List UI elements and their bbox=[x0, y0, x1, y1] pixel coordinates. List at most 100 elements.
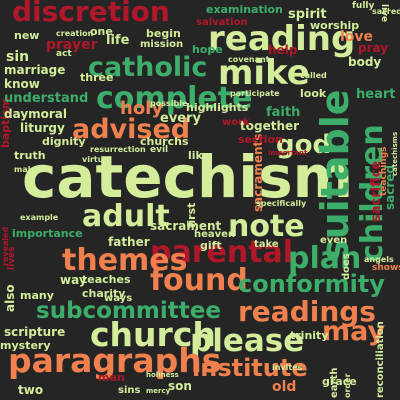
word-churchs: churchs bbox=[140, 135, 189, 148]
word-possible: possible bbox=[150, 99, 188, 108]
word-catechisms: catechisms bbox=[391, 131, 399, 176]
word-earth: earth bbox=[329, 367, 340, 398]
word-parental: parental bbox=[150, 235, 294, 270]
word-discretion: discretion bbox=[12, 0, 170, 28]
word-liturgy: liturgy bbox=[20, 121, 65, 135]
word-mercy: mercy bbox=[146, 387, 171, 395]
word-conformity: conformity bbox=[238, 270, 385, 298]
word-creation: creation bbox=[56, 29, 94, 38]
word-two: two bbox=[18, 383, 44, 397]
word-sacrament: sacrament bbox=[150, 219, 222, 233]
word-also: also bbox=[3, 284, 17, 312]
word-virtue: virtue bbox=[82, 155, 109, 164]
word-teachings: teachings bbox=[379, 146, 389, 196]
word-many: many bbox=[20, 289, 54, 302]
word-take: take bbox=[254, 239, 279, 250]
word-teaches: teaches bbox=[82, 273, 131, 286]
word-help: help bbox=[268, 43, 298, 57]
word-catechism: catechism bbox=[22, 143, 354, 211]
word-dignity: dignity bbox=[42, 135, 86, 148]
word-may: may bbox=[322, 316, 386, 347]
word-holy: holy bbox=[120, 98, 164, 119]
word-love: love bbox=[340, 29, 374, 45]
word-importance: importance bbox=[12, 227, 83, 240]
word-body: body bbox=[348, 55, 382, 69]
word-advised: advised bbox=[72, 114, 191, 145]
word-son: son bbox=[168, 379, 192, 393]
word-faith: faith bbox=[266, 105, 301, 120]
word-sins: sins bbox=[118, 385, 141, 396]
word-work: work bbox=[222, 117, 250, 128]
word-worship: worship bbox=[310, 19, 360, 32]
word-new: new bbox=[14, 29, 40, 42]
word-mystery: mystery bbox=[0, 339, 51, 352]
word-holiness: holiness bbox=[146, 371, 179, 379]
word-begin: begin bbox=[146, 27, 181, 40]
word-way: way bbox=[60, 273, 87, 287]
word-one: one bbox=[90, 25, 113, 38]
word-prayer: prayer bbox=[46, 37, 98, 53]
word-salvation: salvation bbox=[196, 17, 248, 28]
word-readings: readings bbox=[238, 295, 376, 328]
word-man: man bbox=[98, 371, 125, 384]
word-highlights: highlights bbox=[186, 101, 249, 114]
word-themes: themes bbox=[62, 243, 188, 278]
word-examination: examination bbox=[206, 3, 283, 16]
word-makes: makes bbox=[14, 165, 44, 174]
word-note: note bbox=[228, 209, 305, 244]
word-mike: mike bbox=[218, 53, 310, 93]
word-charity: charity bbox=[82, 287, 126, 300]
word-example: example bbox=[20, 213, 59, 222]
word-gift: gift bbox=[200, 239, 222, 252]
word-called: called bbox=[300, 71, 327, 80]
word-resurrection: resurrection bbox=[90, 145, 146, 154]
word-together: together bbox=[240, 119, 300, 133]
word-adult: adult bbox=[82, 199, 170, 234]
word-complete: complete bbox=[96, 81, 253, 116]
word-participate: participate bbox=[230, 89, 280, 98]
word-first: first bbox=[185, 202, 198, 228]
word-heart: heart bbox=[356, 87, 396, 102]
word-paragraphs: paragraphs bbox=[8, 341, 222, 380]
word-fully: fully bbox=[352, 1, 375, 11]
word-know: know bbox=[4, 77, 40, 91]
word-marriage: marriage bbox=[4, 63, 66, 77]
word-section: section bbox=[238, 133, 283, 146]
word-even: even bbox=[320, 235, 348, 246]
word-sin: sin bbox=[6, 49, 30, 65]
word-lives: lives bbox=[7, 246, 17, 271]
word-spirit: spirit bbox=[288, 7, 327, 22]
word-father: father bbox=[108, 235, 150, 249]
word-truth: truth bbox=[14, 149, 46, 162]
word-order: order bbox=[343, 373, 352, 398]
word-reconciliation: reconciliation bbox=[375, 321, 386, 398]
word-heaven: heaven bbox=[194, 229, 236, 240]
word-please: please bbox=[190, 323, 305, 359]
word-reading: reading bbox=[208, 19, 356, 59]
word-ways: ways bbox=[104, 293, 133, 304]
word-mission: mission bbox=[140, 39, 184, 50]
word-every: every bbox=[160, 111, 201, 126]
word-daymoral: daymoral bbox=[4, 107, 68, 121]
word-specifically: specifically bbox=[256, 199, 307, 208]
word-hope: hope bbox=[192, 43, 223, 56]
word-pray: pray bbox=[358, 41, 389, 55]
word-trinity: trinity bbox=[290, 329, 329, 342]
word-church: church bbox=[90, 315, 216, 354]
word-god: god bbox=[276, 130, 332, 160]
word-act: act bbox=[56, 49, 72, 59]
word-covenant: covenant bbox=[228, 55, 270, 64]
word-live: live bbox=[379, 4, 389, 23]
word-important: important bbox=[268, 149, 308, 157]
word-subcommittee: subcommittee bbox=[36, 298, 221, 324]
word-found: found bbox=[150, 263, 248, 298]
word-old: old bbox=[272, 379, 297, 395]
word-life: life bbox=[106, 33, 130, 48]
word-grace: grace bbox=[322, 375, 357, 388]
word-does: does bbox=[341, 253, 352, 280]
word-scripture: scripture bbox=[4, 325, 66, 339]
word-like: like bbox=[188, 149, 211, 162]
word-angels: angels bbox=[364, 255, 394, 264]
word-look: look bbox=[300, 87, 327, 100]
